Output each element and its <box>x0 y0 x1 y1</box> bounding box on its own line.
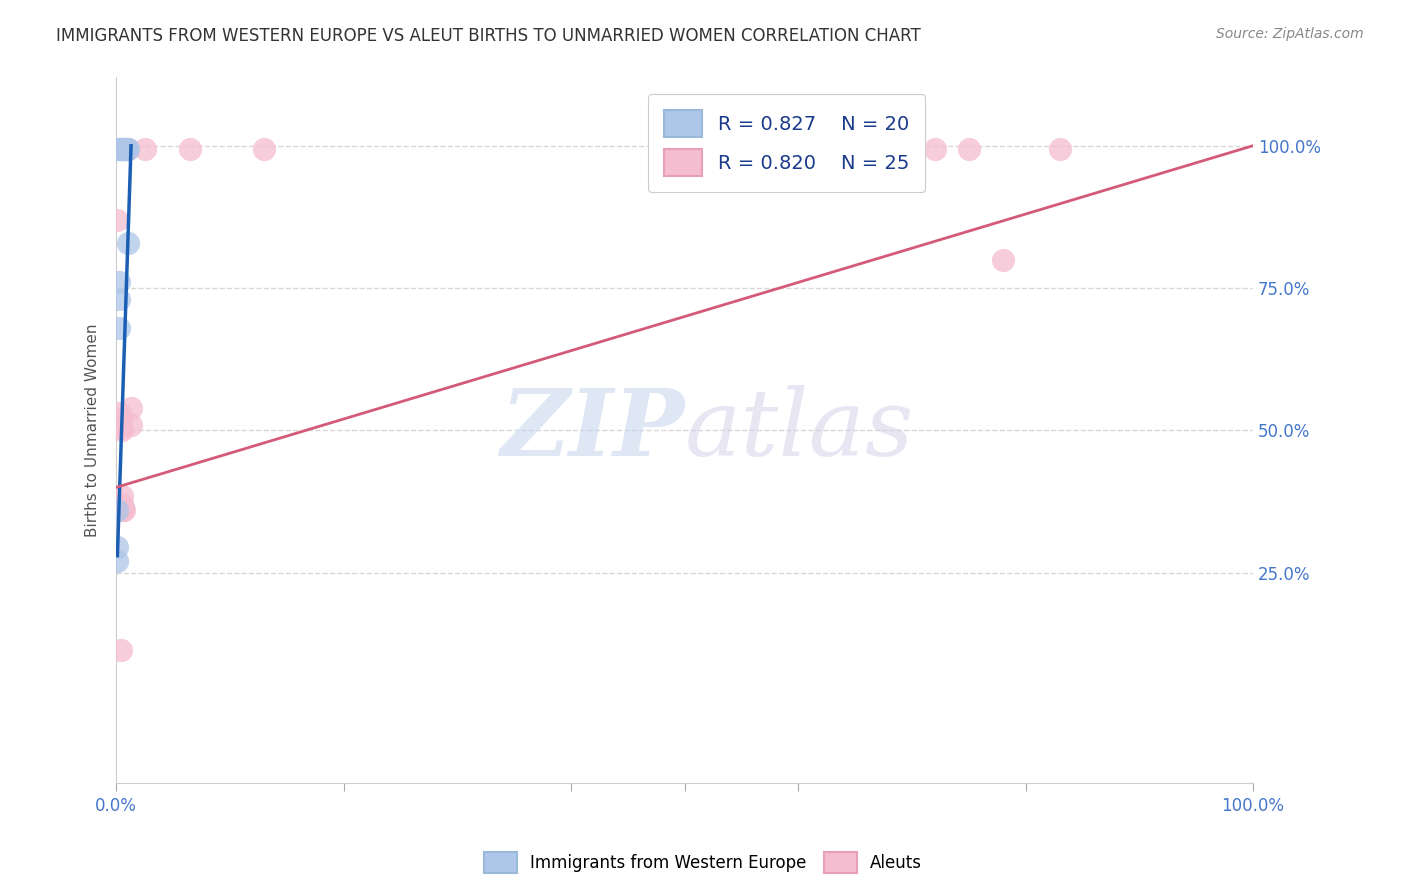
Point <box>991 252 1014 267</box>
Point <box>112 142 135 156</box>
Y-axis label: Births to Unmarried Women: Births to Unmarried Women <box>86 324 100 537</box>
Point <box>107 276 129 290</box>
Point <box>1049 142 1071 156</box>
Point <box>107 540 129 554</box>
Point <box>924 142 946 156</box>
Point <box>117 142 139 156</box>
Point <box>111 142 134 156</box>
Point <box>110 412 132 426</box>
Point <box>111 497 134 511</box>
Point <box>107 293 129 307</box>
Point <box>114 142 136 156</box>
Point <box>112 500 135 515</box>
Point <box>134 142 156 156</box>
Text: atlas: atlas <box>685 385 914 475</box>
Point <box>120 417 142 432</box>
Point <box>957 142 980 156</box>
Point <box>108 417 131 432</box>
Text: IMMIGRANTS FROM WESTERN EUROPE VS ALEUT BIRTHS TO UNMARRIED WOMEN CORRELATION CH: IMMIGRANTS FROM WESTERN EUROPE VS ALEUT … <box>56 27 921 45</box>
Point <box>120 401 142 415</box>
Point <box>253 142 276 156</box>
Point <box>179 142 201 156</box>
Point <box>107 321 129 335</box>
Text: Source: ZipAtlas.com: Source: ZipAtlas.com <box>1216 27 1364 41</box>
Point <box>111 489 134 503</box>
Point <box>117 142 139 156</box>
Point <box>112 142 135 156</box>
Point <box>112 142 135 156</box>
Point <box>110 142 132 156</box>
Point <box>107 212 129 227</box>
Point <box>108 406 131 420</box>
Point <box>111 424 134 438</box>
Point <box>114 142 136 156</box>
Point <box>112 503 135 517</box>
Point <box>108 142 131 156</box>
Point <box>107 142 129 156</box>
Point <box>107 503 129 517</box>
Point <box>107 142 129 156</box>
Point <box>110 420 132 434</box>
Point <box>844 142 866 156</box>
Point <box>115 142 138 156</box>
Point <box>115 142 138 156</box>
Point <box>111 142 134 156</box>
Legend: Immigrants from Western Europe, Aleuts: Immigrants from Western Europe, Aleuts <box>477 846 929 880</box>
Point <box>117 235 139 250</box>
Text: ZIP: ZIP <box>501 385 685 475</box>
Legend: R = 0.827    N = 20, R = 0.820    N = 25: R = 0.827 N = 20, R = 0.820 N = 25 <box>648 95 925 192</box>
Point <box>112 503 135 517</box>
Point <box>110 642 132 657</box>
Point <box>107 554 129 568</box>
Point <box>112 142 135 156</box>
